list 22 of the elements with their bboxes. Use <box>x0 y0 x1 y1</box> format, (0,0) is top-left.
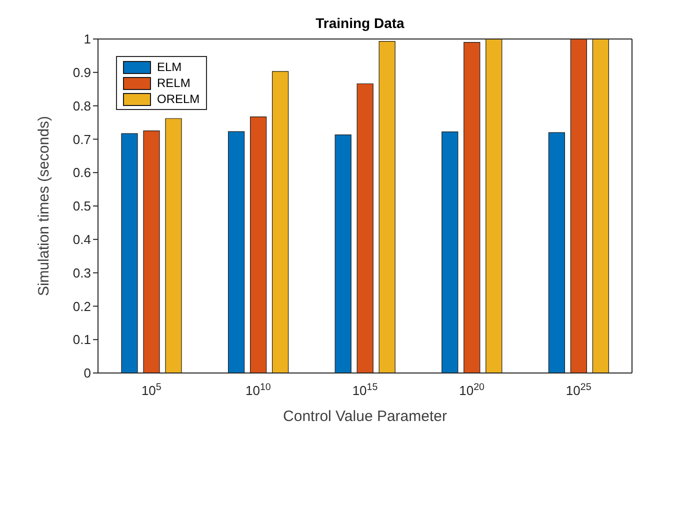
y-tick-label: 0.1 <box>72 332 91 348</box>
x-tick-label: 10$^{15}$ <box>352 382 378 398</box>
x-axis-title: Control Value Parameter <box>283 408 447 425</box>
y-tick-label: 0.6 <box>72 165 91 180</box>
y-tick-label: 0.9 <box>72 65 91 80</box>
y-tick-label: 0 <box>84 366 91 381</box>
legend-label: ELM <box>157 60 182 74</box>
y-tick-label: 0.7 <box>72 132 91 147</box>
y-tick-label: 1 <box>84 32 91 47</box>
x-tick-label: 10$^{10}$ <box>246 382 272 398</box>
y-tick-label: 0.2 <box>72 298 91 314</box>
y-tick-label: 0.5 <box>72 198 91 214</box>
x-tick-label: 10$^{5}$ <box>141 382 162 398</box>
legend-label: RELM <box>157 76 190 90</box>
x-tick-label: 10$^{20}$ <box>459 382 486 398</box>
y-tick-label: 0.4 <box>72 232 91 248</box>
legend-label: ORELM <box>157 92 200 106</box>
y-tick-label: 0.8 <box>72 98 91 114</box>
y-tick-label: 0.3 <box>72 265 91 280</box>
y-axis-title: Simulation times (seconds) <box>35 116 52 296</box>
chart-title: Training Data <box>316 15 405 31</box>
x-tick-label: 10$^{25}$ <box>566 382 592 398</box>
